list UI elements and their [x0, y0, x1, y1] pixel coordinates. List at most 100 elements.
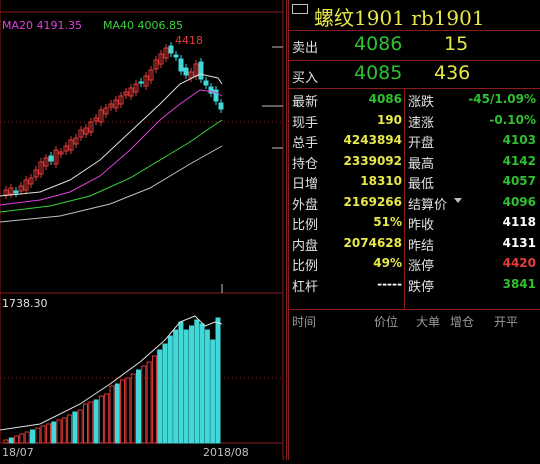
settlement-dropdown-icon[interactable] [454, 197, 462, 203]
quote-label-right: 跌停 [408, 279, 435, 295]
candle-body [158, 53, 164, 65]
candle-body [53, 149, 59, 165]
quote-label-right: 结算价 [408, 197, 448, 213]
quote-label-left: 总手 [292, 136, 319, 151]
volume-bar [3, 439, 9, 444]
sell-label: 卖出 [292, 41, 319, 56]
candle-body [173, 54, 179, 58]
quote-label-left: 外盘 [292, 197, 319, 213]
candle-body [198, 61, 204, 80]
candle-body [148, 69, 154, 81]
volume-bar [109, 385, 115, 444]
volume-bar [8, 437, 14, 444]
kline-chart[interactable]: MA20 4191.35 MA40 4006.85 4418 1738.30 1… [0, 0, 285, 460]
volume-bar [189, 325, 194, 444]
tick-header-col: 开平 [494, 315, 519, 329]
window-code-icon[interactable] [292, 4, 308, 14]
volume-bar [61, 417, 67, 444]
quote-label-left: 杠杆 [292, 279, 319, 295]
quote-value-left: 190 [376, 112, 402, 127]
candle-body [83, 127, 89, 135]
quote-label-left: 日增 [292, 177, 319, 192]
candle-body [28, 177, 34, 185]
candle-body [38, 161, 44, 175]
date-start-label: 18/07 [2, 446, 34, 459]
volume-bar [14, 435, 20, 444]
candle-body [18, 185, 24, 192]
quote-value-right: 4118 [502, 215, 536, 229]
candle-body [88, 121, 94, 133]
volume-bar [199, 323, 205, 444]
candle-body [103, 107, 109, 115]
volume-bar [114, 383, 120, 444]
volume-bar [125, 377, 131, 444]
volume-bar [120, 379, 126, 444]
ma40-line [0, 119, 223, 213]
quote-value-right: 3841 [502, 276, 536, 291]
tick-header-col: 大单 [416, 315, 441, 329]
quote-label-left: 比例 [292, 259, 319, 274]
quote-value-left: 2169266 [343, 194, 402, 209]
candle-body [93, 117, 99, 122]
quote-value-left: 2339092 [343, 153, 402, 168]
quote-value-left: ----- [377, 276, 402, 291]
buy-price: 4085 [354, 62, 403, 84]
volume-bar [24, 431, 30, 444]
volume-bar [45, 423, 51, 444]
candle-body [143, 75, 149, 87]
sell-price: 4086 [354, 33, 403, 55]
volume-bar [151, 355, 157, 444]
date-end-label: 2018/08 [203, 446, 249, 459]
candle-body [58, 151, 64, 155]
ma5-line [0, 73, 223, 197]
ma60-line [0, 145, 223, 223]
quote-value-right: 4103 [502, 133, 536, 147]
sell-qty: 15 [444, 33, 469, 55]
candle-body [123, 91, 129, 96]
contract-title: 螺纹1901 rb1901 [314, 6, 485, 30]
candle-body [78, 129, 84, 138]
kline-chart-svg [0, 0, 284, 460]
quote-label-right: 昨结 [408, 238, 435, 254]
candle-body [213, 89, 219, 102]
volume-bar [51, 421, 57, 444]
candle-body [108, 103, 114, 108]
candle-body [183, 67, 189, 76]
candle-body [133, 83, 139, 93]
tick-header-col: 价位 [374, 315, 399, 329]
ma20-label: MA20 4191.35 [2, 19, 82, 32]
volume-bar [204, 329, 210, 444]
volume-bar [215, 317, 221, 444]
volume-bar [136, 369, 141, 444]
candle-body [208, 86, 214, 94]
volume-bar [146, 361, 152, 444]
quote-label-left: 持仓 [292, 156, 319, 172]
quote-label-left: 最新 [292, 95, 319, 110]
quote-value-right: 4057 [502, 174, 536, 188]
candle-body [8, 187, 14, 195]
candle-body [163, 47, 169, 59]
volume-bar [77, 409, 83, 444]
volume-bar [141, 365, 147, 444]
volume-bar [88, 401, 94, 444]
quote-value-right: 4131 [502, 235, 536, 250]
candle-body [218, 102, 224, 110]
quote-label-left: 现手 [292, 115, 319, 131]
volume-bar [93, 399, 99, 444]
quote-label-left: 内盘 [292, 238, 319, 254]
volume-bar [167, 335, 173, 444]
volume-bar [210, 339, 216, 444]
quote-value-left: 18310 [360, 174, 402, 188]
volume-bar [162, 343, 168, 444]
candle-body [128, 87, 134, 97]
candle-body [118, 95, 124, 105]
quote-label-right: 涨跌 [408, 95, 435, 110]
quote-label-right: 开盘 [408, 136, 435, 151]
volume-bar [72, 411, 78, 444]
candle-body [138, 81, 144, 84]
candle-body [113, 99, 119, 109]
quote-label-right: 速涨 [408, 115, 435, 131]
ma20-line [0, 89, 223, 206]
volume-bar [19, 433, 25, 444]
volume-bar [30, 429, 35, 444]
